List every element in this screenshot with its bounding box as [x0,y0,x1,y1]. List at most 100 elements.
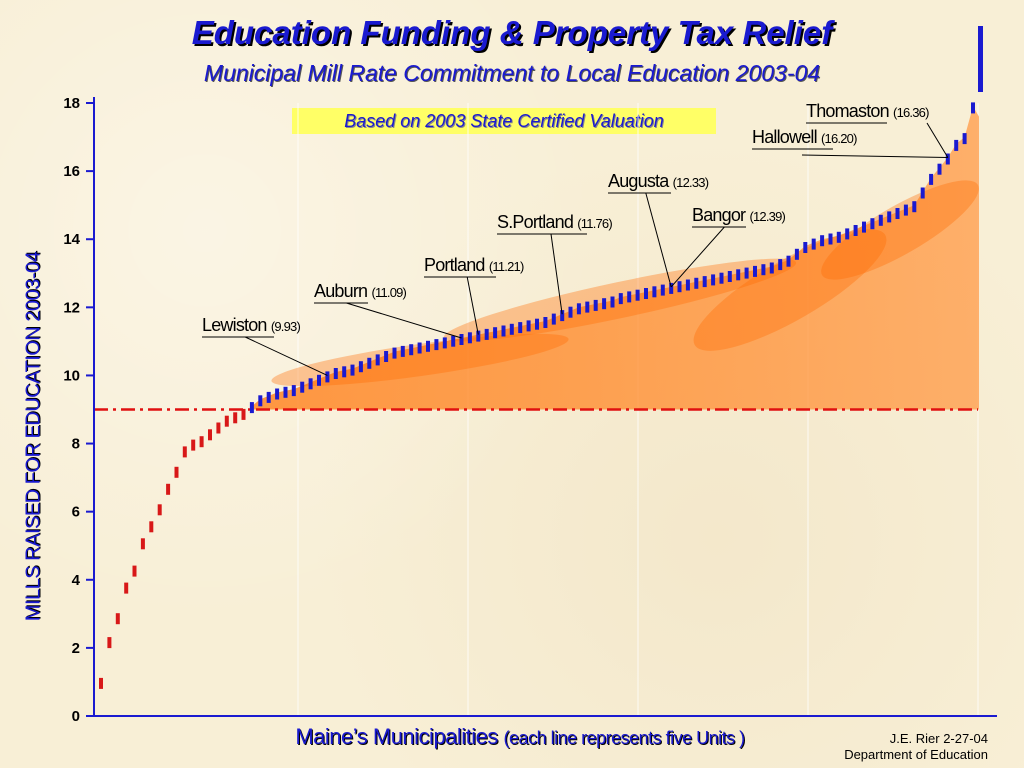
bar-33 [375,354,380,366]
x-axis-label-note: (each line represents five Units ) [503,728,746,748]
annotation-hallowell: Hallowell (16.20) [752,127,857,147]
credit-author: J.E. Rier 2-27-04 [889,731,988,746]
bar-30 [350,364,355,376]
y-axis-label: MILLS RAISED FOR EDUCATION 2003-04 [22,251,45,622]
annotation-leader-bangor [670,226,725,288]
bar-53 [543,317,548,328]
chart-title: Education Funding & Property Tax Relief [191,14,833,51]
bar-71 [694,277,699,289]
bar-101 [945,153,950,165]
bar-104 [971,102,975,114]
bar-46 [484,328,489,340]
bar-102 [954,139,959,151]
bar-25 [308,378,313,390]
y-tick-label-12: 12 [63,299,80,316]
annotation-value-hallowell: (16.20) [821,131,857,146]
bar-32 [367,357,372,369]
bar-51 [526,320,531,332]
bar-70 [685,279,690,291]
bar-73 [711,274,716,286]
annotation-name-auburn: Auburn [314,281,371,301]
bar-89 [845,228,850,240]
bar-64 [635,289,640,301]
bar-49 [509,323,514,335]
bar-0 [99,677,103,689]
x-axis-label: Maine’s Municipalities (each line repres… [200,724,840,750]
bar-69 [677,281,682,293]
bar-83 [794,248,799,260]
decorative-bar [978,26,983,92]
bar-11 [191,439,196,451]
y-tick-label-0: 0 [72,708,80,725]
annotations: Lewiston (9.93) Auburn (11.09) Portland (1… [202,101,949,376]
y-tick-label-14: 14 [63,231,80,248]
bar-100 [937,163,942,175]
bar-10 [182,446,187,458]
area-swoosh-3 [821,180,979,280]
bar-3 [124,582,129,594]
bar-27 [325,371,330,383]
bar-65 [644,288,648,299]
annotation-value-augusta: (12.33) [673,175,709,190]
bar-23 [291,385,296,397]
y-tick-label-2: 2 [72,640,80,657]
bar-62 [618,293,623,305]
annotation-portland: Portland (11.21) [424,255,524,275]
annotation-leader-thomaston [926,122,949,158]
bar-68 [669,282,674,294]
bar-93 [878,214,883,226]
bar-55 [560,310,565,322]
annotation-value-auburn: (11.09) [371,285,406,300]
bar-61 [610,296,615,308]
bar-86 [820,235,825,247]
credit: J.E. Rier 2-27-04 Department of Educatio… [844,731,988,763]
bar-47 [493,327,498,339]
y-tick-label-18: 18 [63,95,80,112]
bar-13 [208,429,212,441]
bar-82 [786,255,791,267]
bar-92 [870,218,875,230]
bar-9 [174,466,179,478]
bar-28 [333,368,338,379]
bar-15 [224,415,229,427]
annotation-lewiston: Lewiston (9.93) [202,315,300,335]
bar-91 [862,221,866,233]
annotation-name-sportland: S.Portland [497,212,577,232]
bar-87 [828,233,833,245]
valuation-basis-note: Based on 2003 State Certified Valuation [292,108,716,134]
bar-35 [392,347,397,359]
annotation-value-bangor: (12.39) [749,209,785,224]
bar-97 [912,201,917,213]
annotation-name-bangor: Bangor [692,205,749,225]
annotation-name-hallowell: Hallowell [752,127,821,147]
annotation-leader-hallowell [801,154,948,158]
bar-54 [551,313,556,325]
axes: 0 2 4 6 8 10 12 14 16 18 [63,95,997,725]
y-tick-label-4: 4 [72,572,81,589]
annotation-name-portland: Portland [424,255,489,275]
bar-79 [761,264,766,276]
bar-18 [249,402,254,414]
annotation-value-thomaston: (16.36) [893,105,929,120]
bar-31 [358,361,363,373]
bar-21 [275,388,280,400]
bar-50 [518,322,523,334]
bar-16 [233,412,238,424]
annotation-leader-auburn [346,302,462,339]
annotation-thomaston: Thomaston (16.36) [806,101,929,121]
bar-7 [157,504,162,516]
annotation-name-thomaston: Thomaston [806,101,893,121]
bar-63 [627,291,632,303]
bar-44 [467,332,472,344]
bar-77 [744,267,749,279]
bar-99 [929,173,934,185]
bar-76 [736,269,741,281]
bar-39 [426,340,430,352]
y-tick-label-10: 10 [63,367,80,384]
bar-75 [727,271,732,282]
bar-58 [585,301,590,313]
annotation-name-augusta: Augusta [608,171,673,191]
area-swoosh-2 [693,229,887,351]
bar-36 [400,345,405,357]
bar-40 [434,339,439,351]
